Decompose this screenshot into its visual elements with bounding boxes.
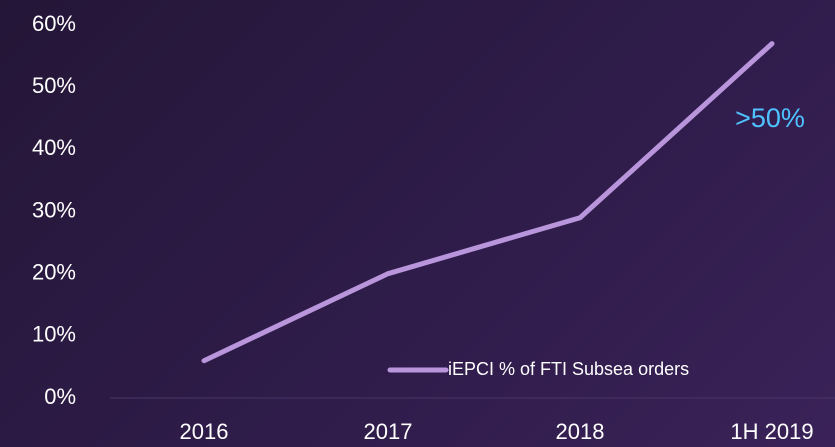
legend-label: iEPCI % of FTI Subsea orders (448, 359, 689, 379)
x-tick-label: 2018 (556, 419, 605, 444)
y-tick-label: 10% (32, 322, 76, 347)
annotation: >50% (735, 103, 805, 133)
x-tick-label: 2017 (364, 419, 413, 444)
y-tick-label: 50% (32, 73, 76, 98)
y-tick-label: 30% (32, 197, 76, 222)
y-tick-label: 40% (32, 135, 76, 160)
y-tick-label: 60% (32, 11, 76, 36)
data-line (201, 41, 775, 364)
x-tick-label: 2016 (180, 419, 229, 444)
y-tick-label: 20% (32, 259, 76, 284)
x-tick-label: 1H 2019 (730, 419, 813, 444)
y-tick-label: 0% (44, 384, 76, 409)
